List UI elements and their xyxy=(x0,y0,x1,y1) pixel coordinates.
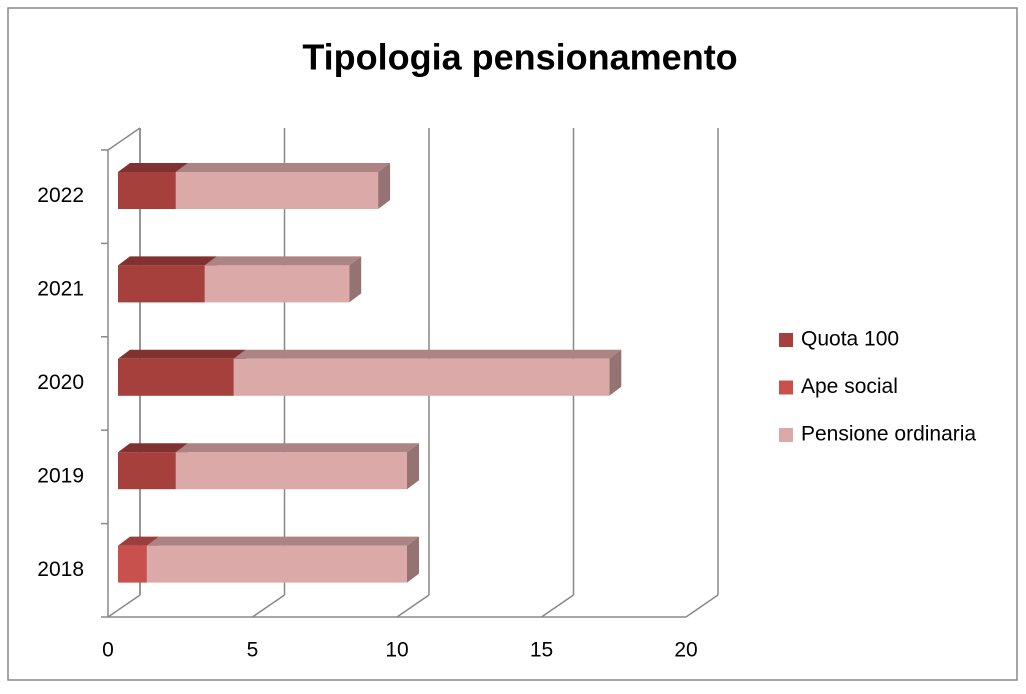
bar-top xyxy=(175,443,419,453)
bar-front xyxy=(175,452,407,490)
bar xyxy=(118,349,246,396)
bar-top xyxy=(118,349,246,359)
bar-top xyxy=(175,163,391,172)
bar-top xyxy=(118,443,188,453)
bar-side xyxy=(349,256,362,303)
bar-top xyxy=(204,256,362,266)
y-tick-label: 2019 xyxy=(37,464,84,487)
x-tick-label: 5 xyxy=(247,639,259,662)
grid-line xyxy=(396,594,430,618)
bar-top xyxy=(118,536,159,546)
x-tick-label: 20 xyxy=(674,639,697,662)
x-tick-label: 0 xyxy=(102,639,114,662)
bar-front xyxy=(204,265,350,303)
y-tick-label: 2022 xyxy=(37,184,84,207)
bar-front xyxy=(118,358,234,396)
legend-swatch xyxy=(779,333,793,347)
grid-line xyxy=(107,594,141,618)
bar-front xyxy=(118,545,147,583)
legend-label: Pensione ordinaria xyxy=(801,423,976,446)
y-tick-label: 2020 xyxy=(37,371,84,394)
bar-front xyxy=(118,452,176,490)
bar xyxy=(175,443,419,490)
bar-front xyxy=(146,545,407,583)
legend-label: Quota 100 xyxy=(801,328,899,351)
bar-top xyxy=(233,349,622,359)
bar-side xyxy=(407,536,419,583)
bar-top xyxy=(118,256,217,266)
bar xyxy=(146,536,419,583)
legend-label: Ape social xyxy=(801,375,898,398)
grid-line xyxy=(685,594,719,618)
bar xyxy=(204,256,362,303)
y-tick-label: 2021 xyxy=(37,278,84,301)
legend-swatch xyxy=(779,428,793,442)
bar xyxy=(175,163,391,209)
grid-line xyxy=(541,594,574,618)
bar-front xyxy=(233,358,610,396)
bar-side xyxy=(378,163,391,209)
bar-side xyxy=(609,349,622,396)
bar xyxy=(118,256,217,303)
bar xyxy=(233,349,622,396)
x-tick-label: 10 xyxy=(385,639,408,662)
bar-front xyxy=(118,265,205,303)
bar-top xyxy=(118,163,188,172)
chart-title: Tipologia pensionamento xyxy=(302,37,737,78)
y-tick-label: 2018 xyxy=(37,558,84,581)
bar-front xyxy=(175,172,379,209)
bar-side xyxy=(407,443,419,490)
x-tick-label: 15 xyxy=(530,639,553,662)
bar-top xyxy=(146,536,419,546)
grid-line xyxy=(252,594,285,618)
bar-front xyxy=(118,172,176,209)
legend-swatch xyxy=(779,380,793,395)
axis-line xyxy=(107,127,141,151)
